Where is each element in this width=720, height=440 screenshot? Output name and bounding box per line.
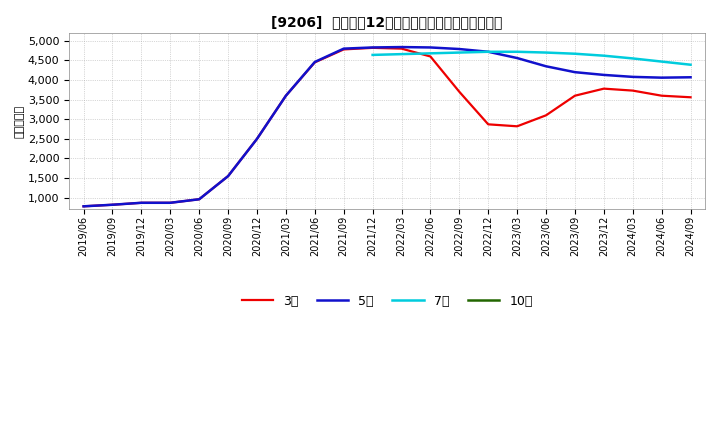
5年 [282, 93, 290, 99]
7年 [571, 51, 580, 56]
Y-axis label: （百万円）: （百万円） [15, 105, 25, 138]
7年 [484, 49, 492, 55]
Legend: 3年, 5年, 7年, 10年: 3年, 5年, 7年, 10年 [237, 290, 538, 313]
3年 [657, 93, 666, 99]
3年 [339, 47, 348, 52]
5年 [253, 136, 261, 142]
Line: 3年: 3年 [84, 48, 690, 206]
7年 [426, 51, 435, 56]
3年 [253, 136, 261, 142]
3年 [686, 95, 695, 100]
5年 [571, 70, 580, 75]
3年 [455, 89, 464, 95]
7年 [541, 50, 550, 55]
7年 [513, 49, 521, 55]
5年 [166, 200, 175, 205]
5年 [600, 72, 608, 77]
5年 [541, 64, 550, 69]
5年 [397, 44, 406, 50]
5年 [484, 49, 492, 55]
5年 [108, 202, 117, 207]
3年 [282, 93, 290, 99]
3年 [310, 60, 319, 65]
5年 [513, 55, 521, 61]
3年 [541, 113, 550, 118]
3年 [484, 122, 492, 127]
5年 [224, 173, 233, 179]
7年 [455, 50, 464, 55]
Title: [9206]  経常利益12か月移動合計の標準偏差の推移: [9206] 経常利益12か月移動合計の標準偏差の推移 [271, 15, 503, 29]
3年 [79, 204, 88, 209]
5年 [195, 197, 204, 202]
3年 [629, 88, 637, 93]
3年 [571, 93, 580, 99]
3年 [224, 173, 233, 179]
5年 [629, 74, 637, 80]
5年 [686, 75, 695, 80]
5年 [339, 46, 348, 51]
7年 [657, 59, 666, 64]
3年 [108, 202, 117, 207]
3年 [195, 197, 204, 202]
3年 [369, 45, 377, 51]
7年 [629, 56, 637, 61]
3年 [600, 86, 608, 91]
7年 [600, 53, 608, 59]
5年 [137, 200, 145, 205]
7年 [686, 62, 695, 67]
5年 [657, 75, 666, 81]
5年 [426, 45, 435, 50]
7年 [369, 52, 377, 58]
5年 [310, 59, 319, 65]
3年 [166, 200, 175, 205]
Line: 5年: 5年 [84, 47, 690, 206]
3年 [137, 200, 145, 205]
5年 [455, 46, 464, 51]
3年 [397, 46, 406, 51]
3年 [426, 54, 435, 59]
7年 [397, 51, 406, 57]
3年 [513, 124, 521, 129]
5年 [369, 45, 377, 50]
Line: 7年: 7年 [373, 52, 690, 65]
5年 [79, 204, 88, 209]
